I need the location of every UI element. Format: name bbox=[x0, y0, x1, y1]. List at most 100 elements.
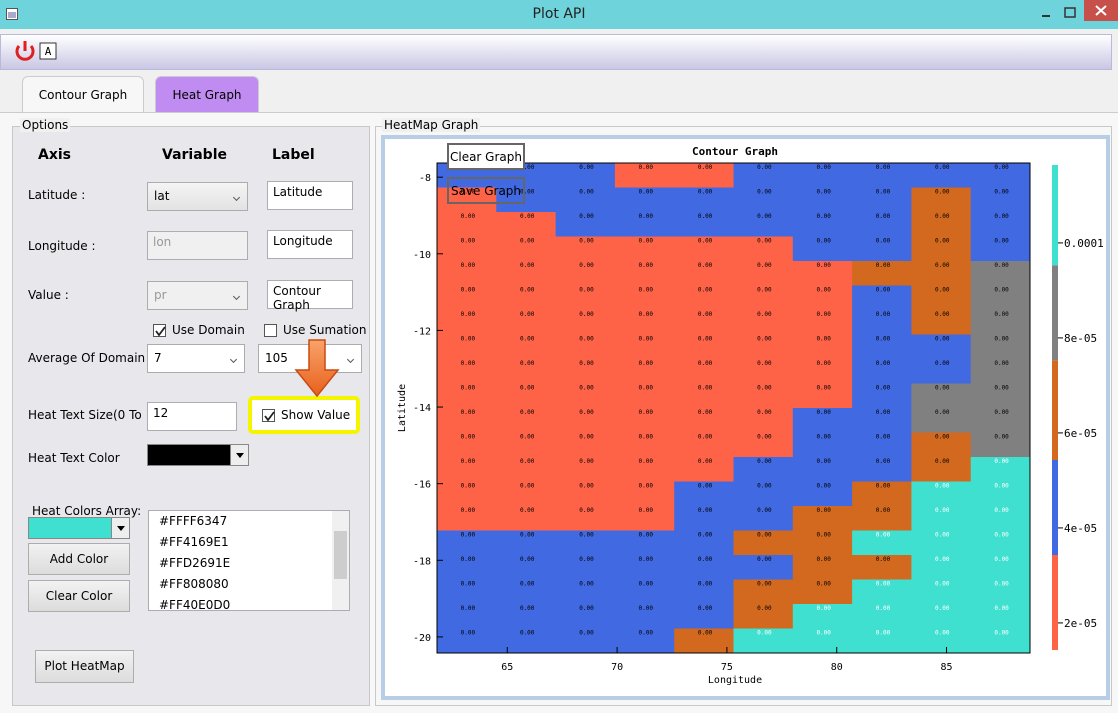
cell-value: 0.00 bbox=[994, 287, 1009, 294]
cell-value: 0.00 bbox=[461, 385, 476, 392]
heat-cell bbox=[792, 604, 853, 629]
cell-value: 0.00 bbox=[579, 581, 594, 588]
cell-value: 0.00 bbox=[816, 189, 831, 196]
heat-cell bbox=[733, 383, 794, 409]
heat-cell bbox=[555, 359, 616, 384]
cell-value: 0.00 bbox=[935, 385, 950, 392]
cell-value: 0.00 bbox=[994, 556, 1009, 563]
heat-cell bbox=[614, 334, 675, 360]
cell-value: 0.00 bbox=[816, 507, 831, 514]
cell-value: 0.00 bbox=[520, 360, 535, 367]
cell-value: 0.00 bbox=[461, 458, 476, 465]
color-item[interactable]: #FF40E0D0 bbox=[159, 598, 231, 611]
color-item[interactable]: #FFD2691E bbox=[159, 556, 231, 570]
cell-value: 0.00 bbox=[876, 556, 891, 563]
cell-value: 0.00 bbox=[816, 630, 831, 637]
variable-combo[interactable]: lat bbox=[147, 182, 248, 211]
color-item[interactable]: #FFFF6347 bbox=[159, 514, 228, 528]
cell-value: 0.00 bbox=[579, 287, 594, 294]
checkbox[interactable] bbox=[264, 324, 277, 337]
cell-value: 0.00 bbox=[757, 409, 772, 416]
x-tick-label: 70 bbox=[611, 662, 623, 673]
cell-value: 0.00 bbox=[461, 360, 476, 367]
color-item[interactable]: #FF808080 bbox=[159, 577, 229, 591]
field-label: Longitude : bbox=[28, 239, 96, 253]
save-graph-button[interactable]: Save Graph bbox=[447, 177, 525, 204]
heat-cell bbox=[792, 310, 853, 335]
scrollbar[interactable] bbox=[332, 511, 349, 610]
field-label: Heat Colors Array: bbox=[32, 504, 142, 518]
cell-value: 0.00 bbox=[994, 630, 1009, 637]
plot-button[interactable]: Plot HeatMap bbox=[35, 650, 134, 683]
checkbox-label[interactable]: Use Sumation bbox=[283, 323, 367, 337]
label-input[interactable]: Latitude bbox=[267, 181, 353, 210]
heat-cell bbox=[437, 212, 497, 237]
heat-cell bbox=[555, 408, 616, 433]
cell-value: 0.00 bbox=[816, 385, 831, 392]
label-input[interactable]: Contour Graph bbox=[267, 280, 353, 312]
heat-cell bbox=[614, 628, 675, 654]
heat-cell bbox=[496, 359, 557, 384]
heat-cell bbox=[496, 604, 557, 629]
heat-cell bbox=[614, 163, 675, 188]
cell-value: 0.00 bbox=[520, 458, 535, 465]
cell-value: 0.00 bbox=[816, 164, 831, 171]
heat-cell bbox=[496, 261, 557, 286]
cell-value: 0.00 bbox=[461, 532, 476, 539]
text-color-combo[interactable] bbox=[147, 444, 249, 466]
heat-cell bbox=[970, 383, 1031, 409]
heat-cell bbox=[852, 530, 912, 556]
heat-cell bbox=[614, 212, 675, 237]
combo-button[interactable] bbox=[230, 445, 248, 465]
x-tick-label: 85 bbox=[941, 662, 953, 673]
colorbar-tick-label: 8e-05 bbox=[1064, 332, 1097, 345]
text-size-input[interactable]: 12 bbox=[147, 402, 237, 431]
window-controls[interactable] bbox=[1030, 0, 1118, 26]
heat-cell bbox=[733, 628, 794, 654]
heat-cell bbox=[852, 285, 912, 311]
color-list[interactable]: #FFFF6347 #FF4169E1 #FFD2691E #FF808080 #FF4… bbox=[148, 510, 350, 611]
tab-active[interactable]: Heat Graph bbox=[155, 76, 259, 112]
cell-value: 0.00 bbox=[994, 213, 1009, 220]
clear-color-button[interactable]: Clear Color bbox=[28, 580, 130, 612]
field-label: Value : bbox=[28, 288, 69, 302]
checkbox-label[interactable]: Use Domain bbox=[172, 323, 245, 337]
heat-cell bbox=[852, 432, 912, 458]
cell-value: 0.00 bbox=[698, 483, 713, 490]
clear-graph-button[interactable]: Clear Graph bbox=[447, 143, 525, 170]
add-color-button[interactable]: Add Color bbox=[28, 543, 130, 575]
cell-value: 0.00 bbox=[698, 164, 713, 171]
cell-value: 0.00 bbox=[816, 581, 831, 588]
header: Axis bbox=[38, 147, 71, 163]
tab[interactable]: Contour Graph bbox=[22, 76, 144, 112]
cell-value: 0.00 bbox=[579, 164, 594, 171]
heat-cell bbox=[792, 285, 853, 311]
toolbar-icons[interactable]: A bbox=[14, 40, 80, 62]
combo-button[interactable] bbox=[111, 518, 129, 538]
checkbox-label[interactable]: Show Value bbox=[281, 408, 351, 422]
checkbox[interactable] bbox=[262, 409, 275, 422]
checkbox[interactable] bbox=[153, 324, 166, 337]
heat-cell bbox=[437, 481, 497, 507]
color-combo[interactable] bbox=[28, 517, 130, 539]
cell-value: 0.00 bbox=[461, 409, 476, 416]
heat-cell bbox=[852, 604, 912, 629]
heat-cell bbox=[970, 579, 1031, 605]
domain-combo[interactable]: 7 bbox=[147, 344, 245, 373]
cell-value: 0.00 bbox=[994, 262, 1009, 269]
heat-cell bbox=[733, 212, 794, 237]
color-item[interactable]: #FF4169E1 bbox=[159, 535, 229, 549]
cell-value: 0.00 bbox=[698, 311, 713, 318]
heat-cell bbox=[970, 628, 1031, 654]
heat-cell bbox=[852, 187, 912, 213]
heat-cell bbox=[614, 261, 675, 286]
heat-cell bbox=[496, 481, 557, 507]
cell-value: 0.00 bbox=[994, 311, 1009, 318]
heat-cell bbox=[970, 187, 1031, 213]
heat-cell bbox=[674, 310, 734, 335]
label-input[interactable]: Longitude bbox=[267, 230, 353, 259]
heat-cell bbox=[911, 628, 972, 654]
heat-cell bbox=[792, 163, 853, 188]
cell-value: 0.00 bbox=[935, 630, 950, 637]
heat-cell bbox=[852, 408, 912, 433]
